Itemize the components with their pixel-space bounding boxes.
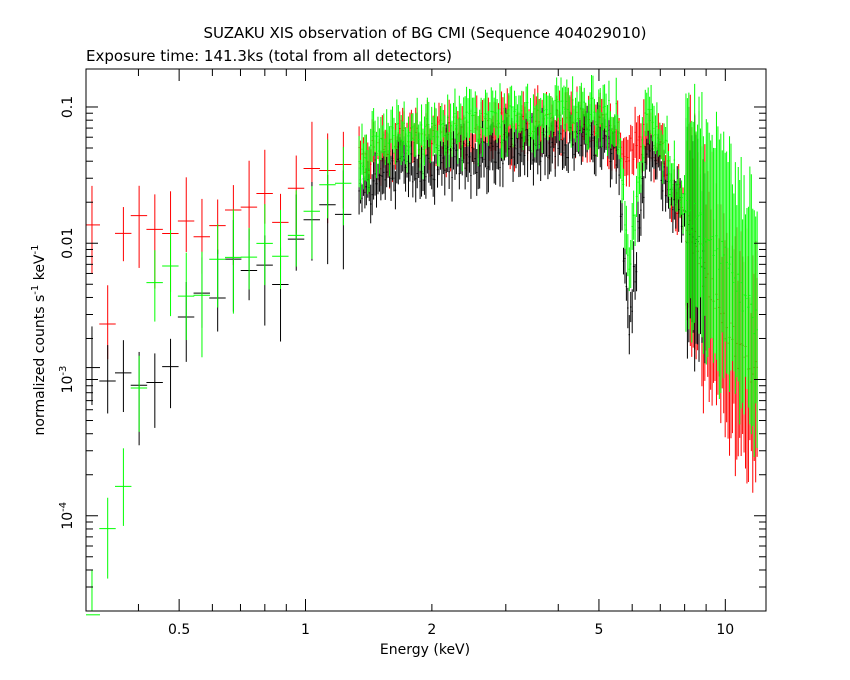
chart-subtitle: Exposure time: 141.3ks (total from all d… bbox=[86, 47, 452, 65]
y-axis-label-sup2: -1 bbox=[30, 245, 41, 255]
plot-frame bbox=[85, 68, 767, 612]
x-tick-label: 10 bbox=[716, 622, 734, 638]
x-tick-labels: 0.5 1 2 5 10 bbox=[168, 622, 734, 638]
x-tick-label: 1 bbox=[301, 622, 310, 638]
x-tick-label: 0.5 bbox=[168, 622, 190, 638]
chart-title: SUZAKU XIS observation of BG CMI (Sequen… bbox=[203, 24, 646, 42]
data-layer bbox=[86, 74, 758, 616]
y-tick-label: 0.1 bbox=[60, 96, 76, 118]
y-axis-label-base: normalized counts s bbox=[32, 295, 48, 436]
y-tick-label: 10-3 bbox=[58, 366, 76, 394]
y-tick-label: 0.01 bbox=[60, 228, 76, 259]
y-tick-label-exponent: -4 bbox=[58, 502, 69, 512]
y-tick-label-mantissa: 10 bbox=[60, 512, 76, 530]
y-tick-label-exponent: -3 bbox=[58, 366, 69, 376]
y-tick-label: 10-4 bbox=[58, 502, 76, 530]
y-axis-label-sup1: -1 bbox=[30, 285, 41, 295]
x-tick-label: 2 bbox=[427, 622, 436, 638]
x-tick-label: 5 bbox=[594, 622, 603, 638]
x-axis-label: Energy (keV) bbox=[380, 642, 470, 658]
y-axis-label: normalized counts s-1 keV-1 bbox=[30, 245, 48, 436]
series-2 bbox=[86, 74, 758, 616]
y-axis-label-mid: keV bbox=[32, 254, 48, 285]
axis-ticks bbox=[85, 69, 766, 612]
y-tick-label-mantissa: 10 bbox=[60, 376, 76, 394]
